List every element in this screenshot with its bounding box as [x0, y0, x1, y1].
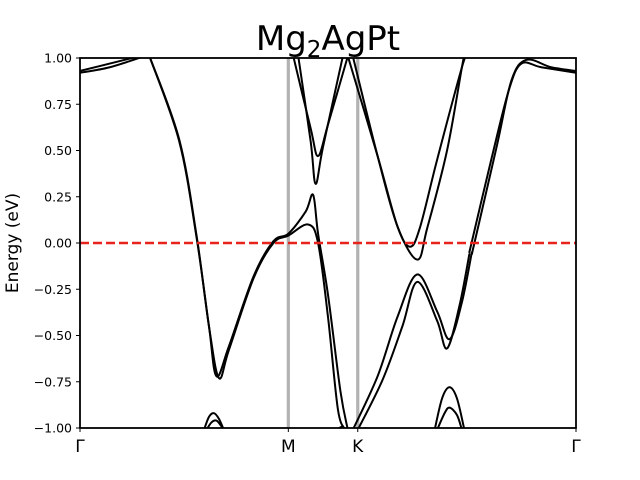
- x-tick-label: K: [352, 437, 364, 457]
- band-line-7: [297, 58, 344, 185]
- x-tick-label: M: [281, 437, 296, 457]
- y-tick-label: 0.75: [44, 97, 72, 112]
- band-line-12: [434, 386, 466, 428]
- band-line-14: [203, 412, 225, 428]
- y-axis-label: Energy (eV): [3, 193, 23, 293]
- band-line-9: [357, 253, 471, 428]
- band-line-10: [468, 61, 576, 254]
- y-tick-label: 0.25: [44, 189, 72, 204]
- band-line-11: [470, 58, 576, 256]
- x-tick-label: Γ: [75, 437, 85, 457]
- band-line-13: [436, 406, 463, 428]
- y-tick-label: 1.00: [44, 51, 72, 66]
- x-tick-label: Γ: [571, 437, 581, 457]
- y-tick-label: 0.50: [44, 143, 72, 158]
- chart-title: Mg2AgPt: [256, 19, 400, 63]
- y-axis-ticks: 1.00 0.75 0.50 0.25 0.00 −0.25 −0.50 −0.75 −1.00: [34, 51, 80, 436]
- band-line-5: [352, 58, 465, 261]
- band-line-3: [149, 58, 346, 428]
- y-tick-label: 0.00: [44, 236, 72, 251]
- y-tick-label: −0.25: [34, 282, 72, 297]
- y-tick-label: −0.75: [34, 374, 72, 389]
- band-line-4: [347, 58, 466, 248]
- band-line-1: [80, 58, 137, 72]
- band-line-8: [352, 251, 473, 428]
- band-lines: [80, 58, 576, 428]
- y-tick-label: −0.50: [34, 328, 72, 343]
- y-tick-label: −1.00: [34, 421, 72, 436]
- band-line-16: [336, 425, 344, 428]
